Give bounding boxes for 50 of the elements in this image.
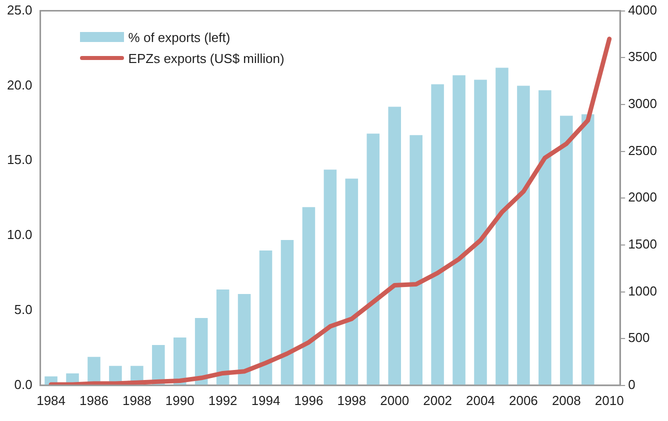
bar bbox=[474, 80, 487, 386]
x-tick-label: 1996 bbox=[294, 392, 324, 408]
y-tick-label: 15.0 bbox=[6, 152, 32, 168]
x-tick-label: 2008 bbox=[552, 392, 581, 408]
x-tick-label: 2004 bbox=[466, 392, 495, 408]
y2-tick-label: 1500 bbox=[628, 236, 657, 252]
bar bbox=[431, 84, 444, 386]
bar bbox=[581, 114, 594, 386]
x-tick-label: 2006 bbox=[508, 392, 538, 408]
y2-tick-label: 2000 bbox=[628, 190, 657, 205]
legend-label: EPZs exports (US$ million) bbox=[128, 50, 284, 66]
y-tick-label: 20.0 bbox=[6, 77, 32, 92]
y-tick-label: 0.0 bbox=[14, 376, 32, 392]
y2-tick-label: 500 bbox=[628, 330, 650, 346]
bar bbox=[259, 250, 272, 386]
bar bbox=[216, 290, 230, 386]
bar bbox=[410, 135, 422, 386]
legend-label: % of exports (left) bbox=[128, 30, 230, 45]
bar bbox=[517, 86, 530, 386]
x-tick-label: 1992 bbox=[208, 392, 238, 408]
bar bbox=[452, 75, 466, 386]
x-tick-label: 1988 bbox=[122, 392, 152, 408]
y-tick-label: 10.0 bbox=[6, 227, 32, 242]
x-tick-label: 1994 bbox=[251, 392, 280, 408]
bar bbox=[280, 240, 294, 386]
y2-tick-label: 0 bbox=[628, 376, 636, 392]
bar bbox=[560, 116, 573, 386]
x-tick-label: 1998 bbox=[337, 392, 366, 408]
y-tick-label: 25.0 bbox=[6, 2, 32, 18]
bar bbox=[302, 207, 316, 386]
bar bbox=[496, 68, 508, 386]
x-tick-label: 1990 bbox=[165, 392, 194, 408]
y2-tick-label: 4000 bbox=[628, 2, 657, 18]
bar bbox=[324, 170, 337, 386]
y2-tick-label: 3000 bbox=[628, 96, 657, 112]
y-tick-label: 5.0 bbox=[14, 302, 32, 318]
bar bbox=[388, 106, 401, 386]
bar bbox=[366, 134, 380, 386]
x-tick-label: 2002 bbox=[423, 392, 452, 408]
x-tick-label: 2000 bbox=[380, 392, 410, 408]
x-tick-label: 2010 bbox=[594, 392, 624, 408]
y2-tick-label: 1000 bbox=[628, 283, 657, 298]
y2-tick-label: 3500 bbox=[628, 49, 657, 64]
bar bbox=[345, 178, 358, 386]
x-tick-label: 1984 bbox=[36, 392, 66, 408]
y2-tick-label: 2500 bbox=[628, 142, 657, 158]
bar bbox=[538, 90, 552, 386]
bar bbox=[238, 294, 251, 386]
x-tick-label: 1986 bbox=[80, 392, 108, 408]
bar bbox=[194, 318, 208, 386]
